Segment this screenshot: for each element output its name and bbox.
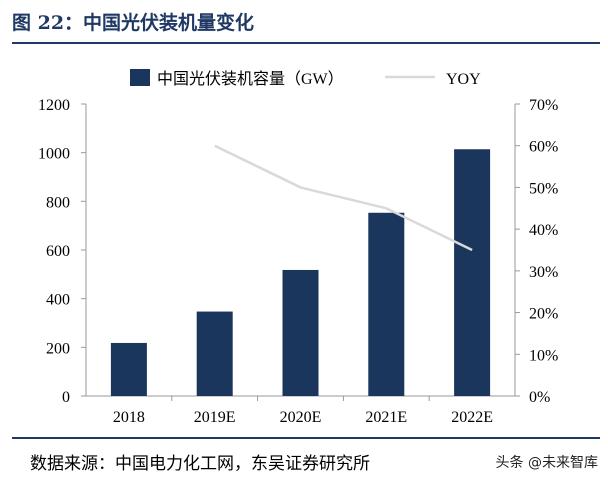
x-tick-label: 2019E (194, 409, 236, 426)
y-tick-label: 400 (46, 292, 70, 309)
bar-2022E (454, 149, 491, 396)
bar-2018 (110, 342, 147, 396)
x-tick-label: 2018 (113, 409, 145, 426)
y-tick-label: 0 (62, 389, 70, 406)
legend-line-label: YOY (446, 71, 481, 88)
bottom-divider (12, 437, 600, 439)
y2-tick-label: 0% (529, 389, 550, 406)
x-tick-label: 2020E (280, 409, 322, 426)
y-tick-label: 200 (46, 340, 70, 357)
bar-2019E (196, 311, 233, 396)
y2-tick-label: 50% (529, 180, 558, 197)
y-tick-label: 600 (46, 243, 70, 260)
y2-tick-label: 40% (529, 222, 558, 239)
x-tick-label: 2021E (365, 409, 407, 426)
y2-tick-label: 10% (529, 347, 558, 364)
y2-tick-label: 60% (529, 139, 558, 156)
y2-tick-label: 30% (529, 264, 558, 281)
y-tick-label: 1200 (38, 97, 70, 114)
legend-bar-swatch (130, 69, 150, 86)
legend-bar-label: 中国光伏装机容量（GW） (157, 70, 344, 88)
yoy-line (214, 144, 473, 252)
y-tick-label: 1000 (38, 146, 70, 163)
source-note: 数据来源：中国电力化工网，东吴证券研究所 (30, 454, 370, 474)
chart: 0 200 400 600 800 1000 1200 0% 10% 20% 30% 40% 50% 60… (38, 69, 558, 426)
bar-2021E (368, 212, 405, 396)
bar-2020E (282, 269, 319, 396)
y-tick-label: 800 (46, 194, 70, 211)
y2-tick-label: 20% (529, 306, 558, 323)
watermark: 头条 @未来智库 (495, 455, 598, 471)
title-divider (12, 42, 600, 44)
y2-tick-label: 70% (529, 97, 558, 114)
x-tick-label: 2022E (451, 409, 493, 426)
figure-title: 图 22：中国光伏装机量变化 (12, 12, 255, 34)
